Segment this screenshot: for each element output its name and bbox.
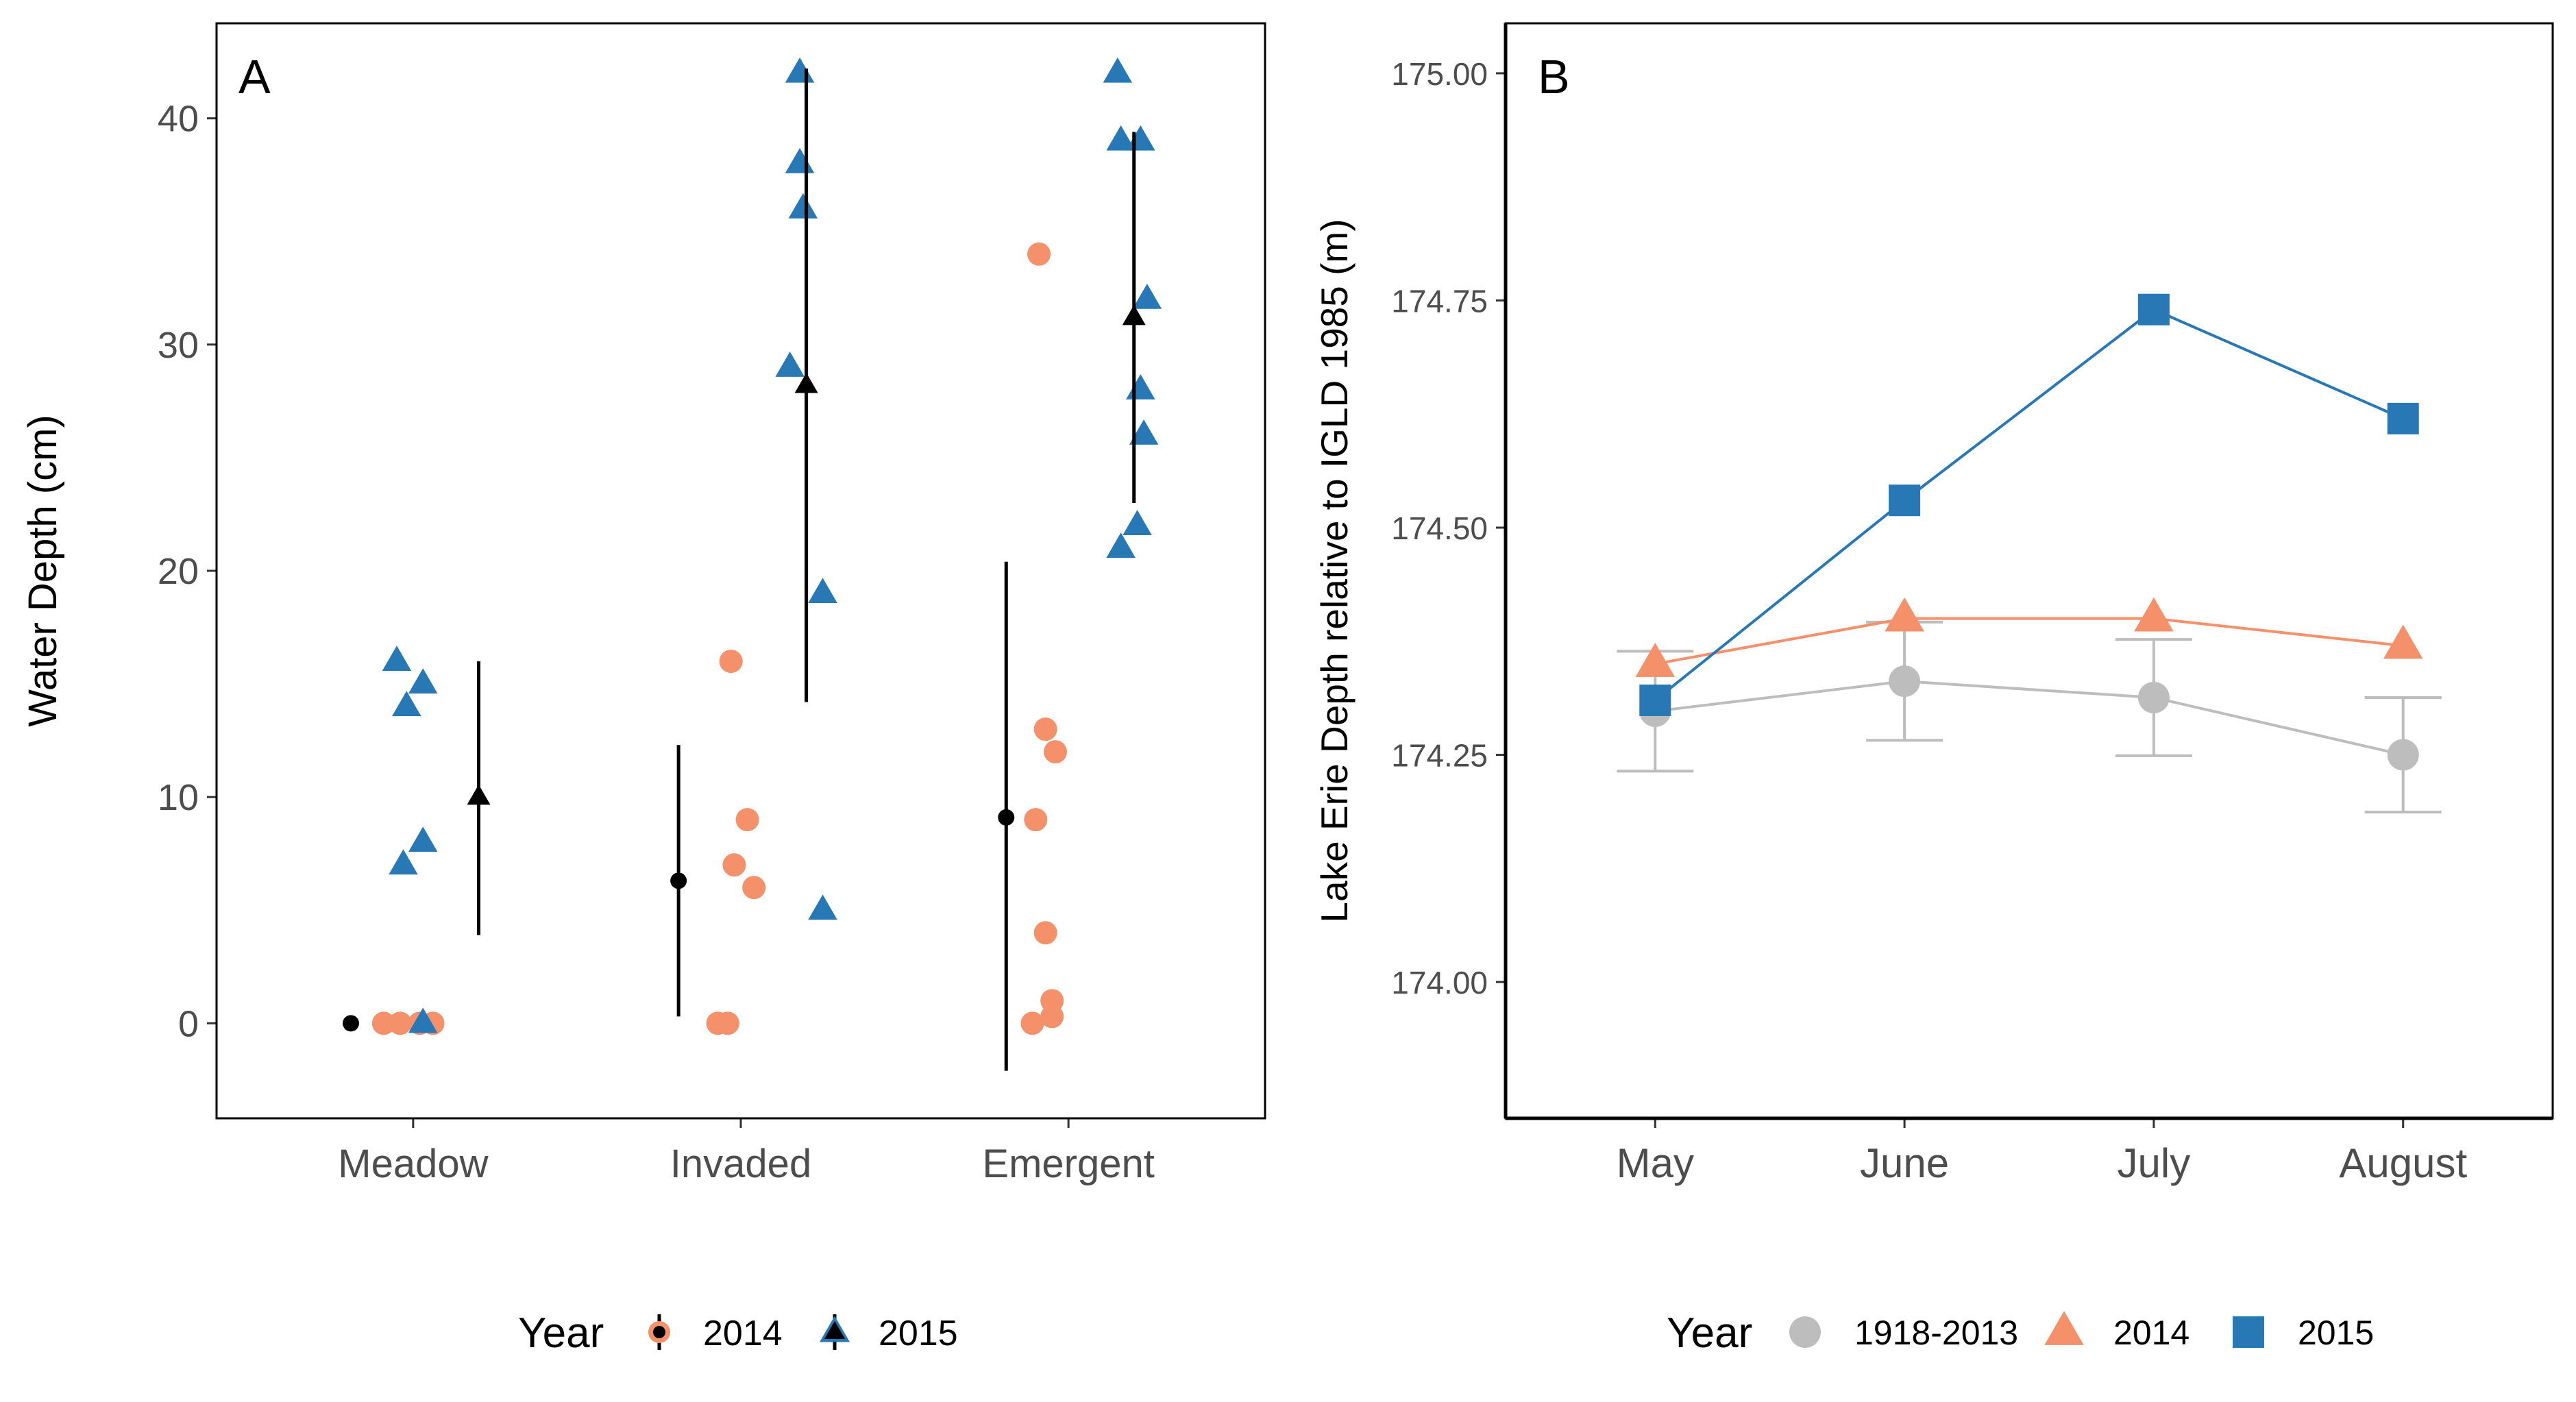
panel-b-y-axis-title: Lake Erie Depth relative to IGLD 1985 (m… [1313,219,1356,922]
panel-a-point-2014 [722,853,746,877]
panel-b-tag: B [1538,50,1570,103]
panel-b-x-tick-label: June [1860,1140,1949,1186]
panel-a-y-tick-label: 10 [158,777,199,818]
panel-a-point-2015 [382,645,412,672]
panel-b-axis-ticks: 174.00 174.25 174.50 174.75 175.00 May June Jul… [1391,56,2467,1186]
panel-a-y-tick-label: 40 [158,99,199,140]
panel-a-point-2014 [1027,242,1051,266]
panel-b-y-tick-label: 174.75 [1391,283,1488,319]
panel-a-legend-key-mean [653,1326,665,1338]
panel-b-legend-key-2015 [2233,1316,2264,1348]
panel-b-point-1918-2013 [2137,681,2170,713]
panel-a-point-2015 [408,668,438,694]
panel-b-line-2014 [1654,617,2403,665]
panel-b-legend-title: Year [1667,1309,1752,1357]
panel-a-point-2015 [1126,374,1155,399]
panel-b-point-2014 [2134,597,2174,632]
panel-a-point-2014 [1040,1005,1064,1029]
panel-a-mean-2014 [670,872,687,889]
panel-a-point-2015 [788,193,818,219]
panel-b-legend-label: 1918-2013 [1854,1314,2018,1352]
panel-a-axis-ticks: 0 10 20 30 40 Meadow Invaded Emergent [158,99,1155,1186]
panel-b-y-tick-label: 174.00 [1391,965,1488,1000]
panel-a-point-2015 [785,147,815,173]
panel-a-point-2015 [389,849,418,875]
panel-a-point-2015 [785,57,815,83]
panel-a-point-2014 [715,1011,739,1035]
panel-a-point-2015 [408,1007,438,1033]
panel-a-point-2015 [392,691,421,717]
panel-b-line-2015 [1654,308,2404,702]
panel-a-mean-2014 [343,1015,360,1032]
panel-b-legend-label: 2014 [2113,1314,2189,1352]
panel-b-border [1504,22,2554,1120]
panel-b-legend-key-1918-2013 [1789,1316,1821,1348]
panel-b-y-tick-label: 174.50 [1391,511,1488,546]
panel-b-point-2015 [1889,484,1921,517]
panel-b-marks [1617,293,2442,814]
panel-b-x-tick-label: July [2118,1140,2191,1186]
panel-a-point-2015 [1126,125,1155,151]
panel-a-point-2014 [371,1011,395,1035]
panel-b-y-tick-label: 175.00 [1391,56,1488,92]
panel-a-mean-2014 [998,809,1015,826]
panel-a-point-2014 [1033,717,1057,741]
panel-b-x-tick-label: August [2339,1140,2467,1186]
panel-a-mean-2015 [467,784,491,805]
panel-a-point-2014 [1044,740,1067,764]
panel-a-point-2014 [388,1011,412,1035]
panel-a-tag: A [238,50,271,103]
panel-b-point-1918-2013 [1889,665,1921,698]
panel-a-legend-title: Year [518,1309,604,1357]
panel-b-x-tick-label: May [1617,1140,1694,1186]
panel-a-point-2015 [808,894,837,920]
panel-a-legend-key-mean [824,1320,845,1339]
panel-a-mean-2015 [1122,304,1146,325]
panel-b-point-2014 [1635,643,1676,677]
panel-b-point-2014 [1885,597,1924,632]
panel-b-point-1918-2013 [2387,739,2419,771]
panel-a-point-2015 [808,578,837,604]
panel-b-line-1918-2013 [1655,680,2404,757]
panel-a-point-2014 [735,808,759,832]
panel-b-legend-label: 2015 [2298,1314,2374,1352]
panel-a-point-2015 [1103,57,1133,83]
panel-a-point-2014 [1020,1011,1044,1035]
panel-a-point-2015 [1132,283,1162,309]
panel-b-point-2015 [2137,293,2170,325]
panel-a-point-2015 [1106,125,1136,151]
panel-a-border [215,22,1266,1120]
panel-a-point-2014 [1033,921,1057,945]
panel-a-point-2015 [1123,510,1152,535]
panel-a-point-2015 [1129,419,1159,445]
panel-a-y-tick-label: 30 [158,325,199,366]
panel-b-point-2015 [2387,402,2419,434]
panel-a-y-tick-label: 0 [178,1003,199,1044]
panel-a-y-tick-label: 20 [158,551,199,592]
panel-a-legend-label: 2014 [703,1314,783,1353]
panel-a-x-tick-label: Invaded [670,1142,811,1186]
panel-b-legend: Year 1918-2013 2014 2015 [1667,1309,2374,1357]
panel-a-point-2015 [1106,532,1136,558]
panel-a-legend-label: 2015 [879,1314,958,1353]
panel-a-point-2014 [742,876,766,900]
panel-a-legend: Year 2014 2015 [518,1309,958,1357]
panel-a-point-2014 [1024,808,1048,832]
panel-a-y-axis-title: Water Depth (cm) [21,415,65,726]
panel-b-y-tick-label: 174.25 [1391,738,1488,774]
panel-a-marks [343,57,1162,1071]
panel-a-point-2014 [719,650,743,674]
panel-a-point-2015 [408,826,438,852]
panel-a-x-tick-label: Emergent [982,1142,1154,1186]
panel-a-x-tick-label: Meadow [338,1142,489,1186]
panel-b-point-2014 [2383,624,2423,659]
panel-a-point-2015 [775,352,805,377]
panel-a-mean-2015 [794,373,818,393]
panel-a: 0 10 20 30 40 Meadow Invaded Emergent A Water D… [21,22,1266,1357]
panel-b: 174.00 174.25 174.50 174.75 175.00 May June Jul… [1313,22,2554,1357]
panel-b-legend-key-2014 [2044,1311,2084,1345]
panel-b-point-2015 [1639,684,1671,716]
